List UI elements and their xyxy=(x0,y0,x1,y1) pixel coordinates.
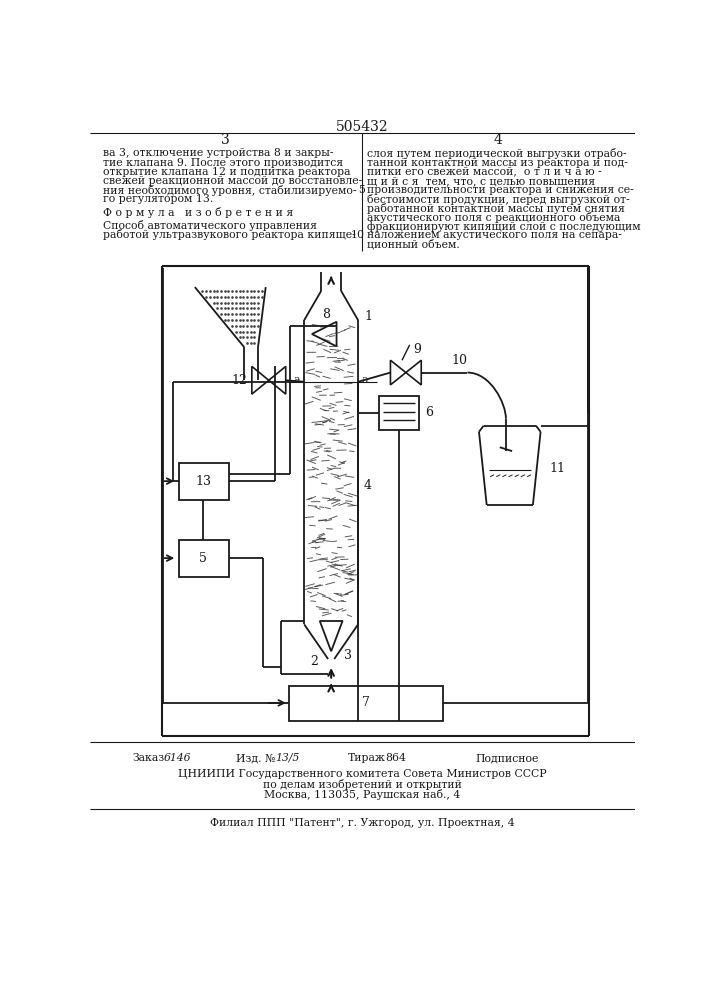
Text: ЦНИИПИ Государственного комитета Совета Министров СССР: ЦНИИПИ Государственного комитета Совета … xyxy=(177,769,547,779)
Text: ва 3, отключение устройства 8 и закры-: ва 3, отключение устройства 8 и закры- xyxy=(103,148,334,158)
Text: наложением акустического поля на сепара-: наложением акустического поля на сепара- xyxy=(368,230,622,240)
Text: ционный объем.: ционный объем. xyxy=(368,239,460,250)
Text: 9: 9 xyxy=(414,343,421,356)
Text: 1: 1 xyxy=(364,310,373,323)
Text: акустического поля с реакционного объема: акустического поля с реакционного объема xyxy=(368,212,621,223)
Text: 5: 5 xyxy=(358,185,365,195)
Text: 2: 2 xyxy=(310,655,318,668)
Text: го регулятором 13.: го регулятором 13. xyxy=(103,194,214,204)
Text: 5: 5 xyxy=(199,552,207,565)
Text: свежей реакционной массой до восстановле-: свежей реакционной массой до восстановле… xyxy=(103,176,363,186)
Bar xyxy=(288,686,443,721)
Text: 7: 7 xyxy=(362,696,370,709)
Text: 13/5: 13/5 xyxy=(275,753,299,763)
Text: Способ автоматического управления: Способ автоматического управления xyxy=(103,220,317,231)
Text: работой ультразвукового реактора кипяще-: работой ультразвукового реактора кипяще- xyxy=(103,229,356,240)
Text: Ф о р м у л а   и з о б р е т е н и я: Ф о р м у л а и з о б р е т е н и я xyxy=(103,207,293,218)
Text: 505432: 505432 xyxy=(336,120,388,134)
Text: открытие клапана 12 и подпитка реактора: открытие клапана 12 и подпитка реактора xyxy=(103,167,351,177)
Bar xyxy=(179,463,229,500)
Text: 11: 11 xyxy=(550,462,566,475)
Text: 6146: 6146 xyxy=(163,753,191,763)
Text: ния необходимого уровня, стабилизируемо-: ния необходимого уровня, стабилизируемо- xyxy=(103,185,357,196)
Text: a: a xyxy=(293,375,300,385)
Text: a: a xyxy=(362,375,368,385)
Text: Заказ: Заказ xyxy=(132,753,165,763)
Text: щ и й с я  тем, что, с целью повышения: щ и й с я тем, что, с целью повышения xyxy=(368,176,595,186)
Text: 3: 3 xyxy=(344,649,352,662)
Text: фракционируют кипящий слой с последующим: фракционируют кипящий слой с последующим xyxy=(368,221,641,232)
Text: 8: 8 xyxy=(322,308,329,321)
Text: бестоимости продукции, перед выгрузкой от-: бестоимости продукции, перед выгрузкой о… xyxy=(368,194,630,205)
Text: по делам изобретений и открытий: по делам изобретений и открытий xyxy=(262,779,462,790)
Text: Москва, 113035, Раушская наб., 4: Москва, 113035, Раушская наб., 4 xyxy=(264,789,460,800)
Text: 6: 6 xyxy=(425,406,433,419)
Text: 10: 10 xyxy=(351,230,365,240)
Text: 864: 864 xyxy=(385,753,406,763)
Text: Изд. №: Изд. № xyxy=(236,753,276,763)
Text: 4: 4 xyxy=(493,133,503,147)
Text: Подписное: Подписное xyxy=(475,753,539,763)
Text: 4: 4 xyxy=(364,479,372,492)
Text: тие клапана 9. После этого производится: тие клапана 9. После этого производится xyxy=(103,158,344,168)
Text: 3: 3 xyxy=(221,133,230,147)
Text: 10: 10 xyxy=(452,354,468,367)
Text: питки его свежей массой,  о т л и ч а ю -: питки его свежей массой, о т л и ч а ю - xyxy=(368,167,602,177)
Bar xyxy=(379,396,419,430)
Text: производительности реактора и снижения се-: производительности реактора и снижения с… xyxy=(368,185,634,195)
Text: танной контактной массы из реактора и под-: танной контактной массы из реактора и по… xyxy=(368,158,629,168)
Text: 12: 12 xyxy=(232,374,247,387)
Text: работанной контактной массы путем снятия: работанной контактной массы путем снятия xyxy=(368,203,625,214)
Text: Тираж: Тираж xyxy=(348,753,386,763)
Text: слоя путем периодической выгрузки отрабо-: слоя путем периодической выгрузки отрабо… xyxy=(368,148,627,159)
Bar xyxy=(179,540,229,577)
Text: 13: 13 xyxy=(195,475,211,488)
Text: Филиал ППП "Патент", г. Ужгород, ул. Проектная, 4: Филиал ППП "Патент", г. Ужгород, ул. Про… xyxy=(210,818,514,828)
